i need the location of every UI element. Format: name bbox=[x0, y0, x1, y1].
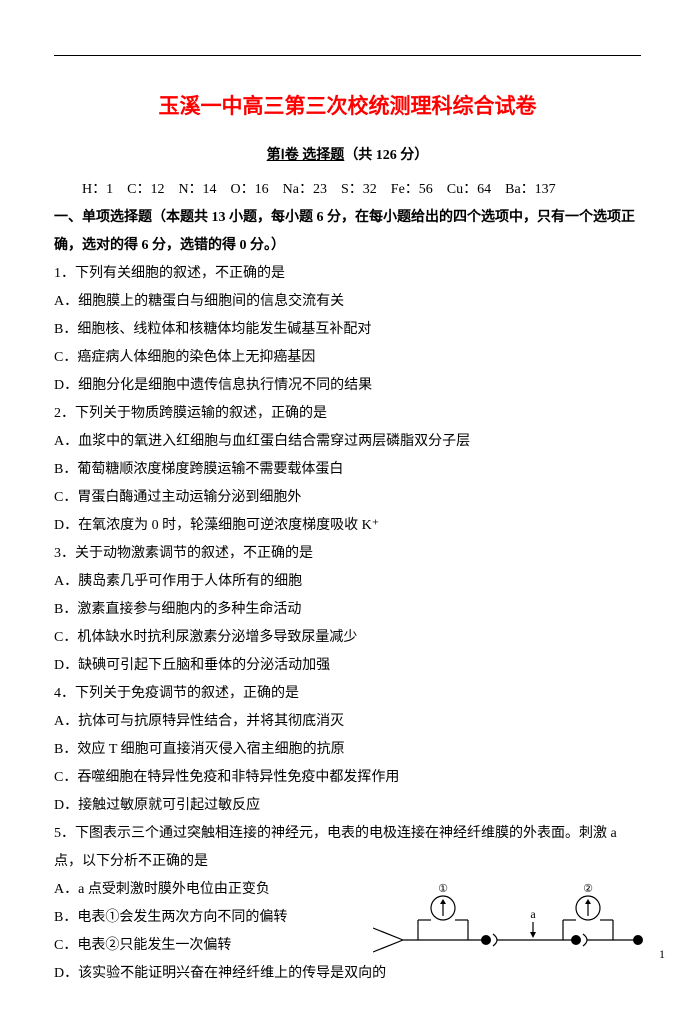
q3-stem: 3．关于动物激素调节的叙述，不正确的是 bbox=[54, 540, 641, 568]
exam-subtitle: 第Ⅰ卷 选择题（共 126 分） bbox=[54, 142, 641, 170]
neuron-diagram: ① a ② bbox=[373, 880, 643, 970]
q2-opt-c: C．胃蛋白酶通过主动运输分泌到细胞外 bbox=[54, 484, 641, 512]
top-rule bbox=[54, 55, 641, 56]
section-heading: 一、单项选择题（本题共 13 小题，每小题 6 分，在每小题给出的四个选项中，只… bbox=[54, 204, 641, 260]
q2-opt-d: D．在氧浓度为 0 时，轮藻细胞可逆浓度梯度吸收 K⁺ bbox=[54, 512, 641, 540]
q4-opt-b: B．效应 T 细胞可直接消灭侵入宿主细胞的抗原 bbox=[54, 736, 641, 764]
subtitle-score: （共 126 分） bbox=[344, 148, 428, 163]
q5-options-wrap: A．a 点受刺激时膜外电位由正变负 B．电表①会发生两次方向不同的偏转 C．电表… bbox=[54, 876, 641, 960]
page-number: 1 bbox=[659, 942, 665, 966]
q2-opt-b: B．葡萄糖顺浓度梯度跨膜运输不需要载体蛋白 bbox=[54, 456, 641, 484]
q1-opt-d: D．细胞分化是细胞中遗传信息执行情况不同的结果 bbox=[54, 372, 641, 400]
q2-opt-a: A．血浆中的氧进入红细胞与血红蛋白结合需穿过两层磷脂双分子层 bbox=[54, 428, 641, 456]
q4-opt-d: D．接触过敏原就可引起过敏反应 bbox=[54, 792, 641, 820]
atomic-masses: H：1 C：12 N：14 O：16 Na：23 S：32 Fe：56 Cu：6… bbox=[54, 176, 641, 204]
q1-stem: 1．下列有关细胞的叙述，不正确的是 bbox=[54, 260, 641, 288]
q1-opt-b: B．细胞核、线粒体和核糖体均能发生碱基互补配对 bbox=[54, 316, 641, 344]
meter-2-label: ② bbox=[583, 883, 593, 895]
q5-stem: 5．下图表示三个通过突触相连接的神经元，电表的电极连接在神经纤维膜的外表面。刺激… bbox=[54, 820, 641, 876]
exam-title: 玉溪一中高三第三次校统测理科综合试卷 bbox=[54, 86, 641, 128]
point-a-label: a bbox=[530, 907, 536, 921]
q3-opt-b: B．激素直接参与细胞内的多种生命活动 bbox=[54, 596, 641, 624]
q2-stem: 2．下列关于物质跨膜运输的叙述，正确的是 bbox=[54, 400, 641, 428]
q1-opt-c: C．癌症病人体细胞的染色体上无抑癌基因 bbox=[54, 344, 641, 372]
q4-opt-c: C．吞噬细胞在特异性免疫和非特异性免疫中都发挥作用 bbox=[54, 764, 641, 792]
meter-1-label: ① bbox=[438, 883, 448, 895]
q3-opt-a: A．胰岛素几乎可作用于人体所有的细胞 bbox=[54, 568, 641, 596]
q4-opt-a: A．抗体可与抗原特异性结合，并将其彻底消灭 bbox=[54, 708, 641, 736]
q3-opt-d: D．缺碘可引起下丘脑和垂体的分泌活动加强 bbox=[54, 652, 641, 680]
q3-opt-c: C．机体缺水时抗利尿激素分泌增多导致尿量减少 bbox=[54, 624, 641, 652]
q4-stem: 4．下列关于免疫调节的叙述，正确的是 bbox=[54, 680, 641, 708]
subtitle-underline: 第Ⅰ卷 选择题 bbox=[267, 148, 345, 163]
q1-opt-a: A．细胞膜上的糖蛋白与细胞间的信息交流有关 bbox=[54, 288, 641, 316]
